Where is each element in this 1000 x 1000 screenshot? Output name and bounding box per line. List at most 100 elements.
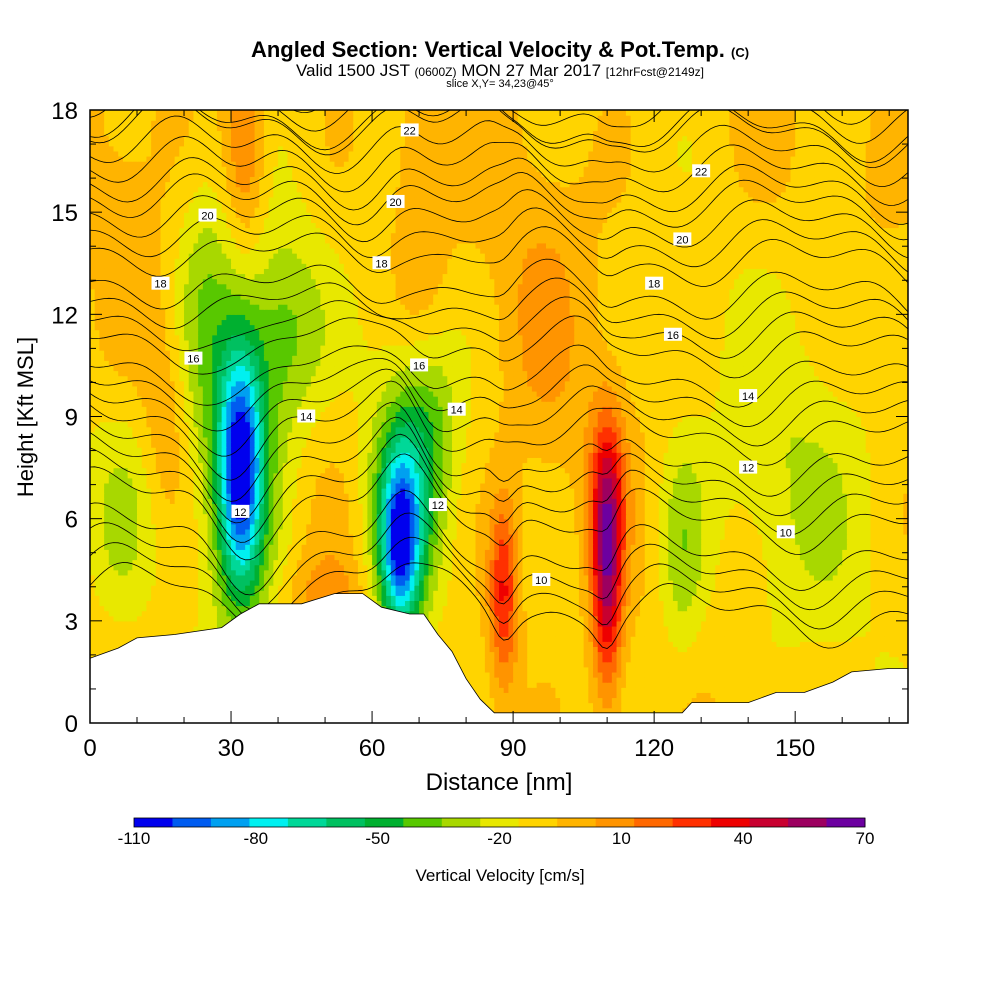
velocity-cell [122, 610, 129, 617]
velocity-cell [672, 651, 679, 658]
velocity-cell [334, 579, 340, 586]
velocity-cell [503, 666, 509, 673]
velocity-cell [470, 671, 477, 678]
velocity-cell [635, 671, 641, 678]
velocity-cell [456, 615, 462, 622]
velocity-cell [489, 656, 495, 663]
velocity-cell [597, 687, 604, 693]
velocity-cell [889, 615, 895, 622]
velocity-cell [193, 615, 199, 622]
velocity-cell [715, 579, 721, 586]
velocity-cell [160, 600, 166, 607]
velocity-cell [404, 574, 411, 581]
velocity-cell [687, 620, 693, 627]
velocity-cell [480, 590, 486, 596]
velocity-cell [513, 600, 519, 607]
velocity-cell [353, 579, 359, 586]
velocity-cell [738, 651, 745, 658]
velocity-cell [672, 625, 679, 632]
velocity-cell [677, 697, 683, 704]
velocity-cell [663, 656, 669, 663]
velocity-cell [569, 682, 575, 688]
velocity-cell [372, 595, 378, 601]
velocity-cell [799, 600, 806, 607]
velocity-cell [597, 574, 604, 581]
velocity-cell [442, 579, 448, 586]
velocity-cell [677, 600, 683, 607]
velocity-cell [705, 579, 712, 586]
velocity-cell [184, 595, 190, 601]
velocity-cell [287, 600, 293, 607]
velocity-cell [155, 579, 162, 586]
velocity-cell [677, 656, 683, 663]
velocity-cell [367, 595, 373, 601]
velocity-cell [480, 605, 486, 612]
velocity-cell [719, 692, 726, 699]
velocity-cell [640, 595, 646, 601]
velocity-cell [860, 631, 867, 637]
velocity-cell [583, 656, 589, 663]
velocity-cell [282, 579, 289, 586]
velocity-cell [216, 615, 223, 622]
velocity-cell [804, 682, 810, 688]
velocity-cell [658, 600, 665, 607]
velocity-cell [546, 707, 552, 714]
velocity-cell [602, 651, 608, 658]
velocity-cell [621, 590, 627, 596]
velocity-cell [578, 641, 585, 647]
velocity-cell [508, 661, 514, 668]
velocity-cell [832, 646, 839, 653]
velocity-cell [621, 610, 627, 617]
velocity-cell [137, 585, 143, 591]
velocity-cell [517, 702, 524, 709]
velocity-cell [508, 574, 514, 581]
velocity-cell [781, 682, 787, 688]
velocity-cell [635, 605, 641, 612]
velocity-cell [122, 600, 129, 607]
velocity-cell [306, 590, 312, 596]
velocity-cell [235, 600, 242, 607]
velocity-cell [536, 656, 542, 663]
velocity-cell [649, 687, 655, 693]
velocity-cell [752, 687, 759, 693]
velocity-cell [437, 605, 444, 612]
velocity-cell [893, 585, 900, 591]
velocity-cell [104, 590, 110, 596]
velocity-cell [837, 646, 843, 653]
velocity-cell [762, 631, 768, 637]
velocity-cell [249, 595, 256, 601]
velocity-cell [729, 687, 735, 693]
velocity-cell [781, 677, 787, 683]
velocity-cell [738, 615, 745, 622]
velocity-cell [546, 692, 552, 699]
velocity-cell [875, 610, 881, 617]
velocity-cell [503, 651, 509, 658]
velocity-cell [198, 595, 204, 601]
velocity-cell [94, 631, 100, 637]
velocity-cell [94, 590, 100, 596]
velocity-cell [832, 585, 839, 591]
velocity-cell [719, 641, 726, 647]
velocity-cell [781, 666, 787, 673]
velocity-cell [339, 579, 345, 586]
velocity-cell [588, 651, 594, 658]
velocity-cell [461, 661, 467, 668]
velocity-cell [856, 579, 862, 586]
velocity-cell [903, 579, 908, 586]
velocity-cell [278, 590, 284, 596]
velocity-cell [419, 605, 425, 612]
velocity-cell [691, 656, 698, 663]
velocity-cell [875, 615, 881, 622]
velocity-cell [433, 595, 439, 601]
velocity-cell [409, 610, 415, 617]
velocity-cell [799, 661, 806, 668]
velocity-cell [781, 687, 787, 693]
velocity-cell [701, 697, 707, 704]
velocity-cell [541, 615, 547, 622]
velocity-cell [245, 590, 251, 596]
velocity-cell [705, 631, 712, 637]
velocity-cell [546, 671, 552, 678]
velocity-cell [762, 666, 768, 673]
velocity-cell [292, 590, 298, 596]
velocity-cell [221, 615, 227, 622]
